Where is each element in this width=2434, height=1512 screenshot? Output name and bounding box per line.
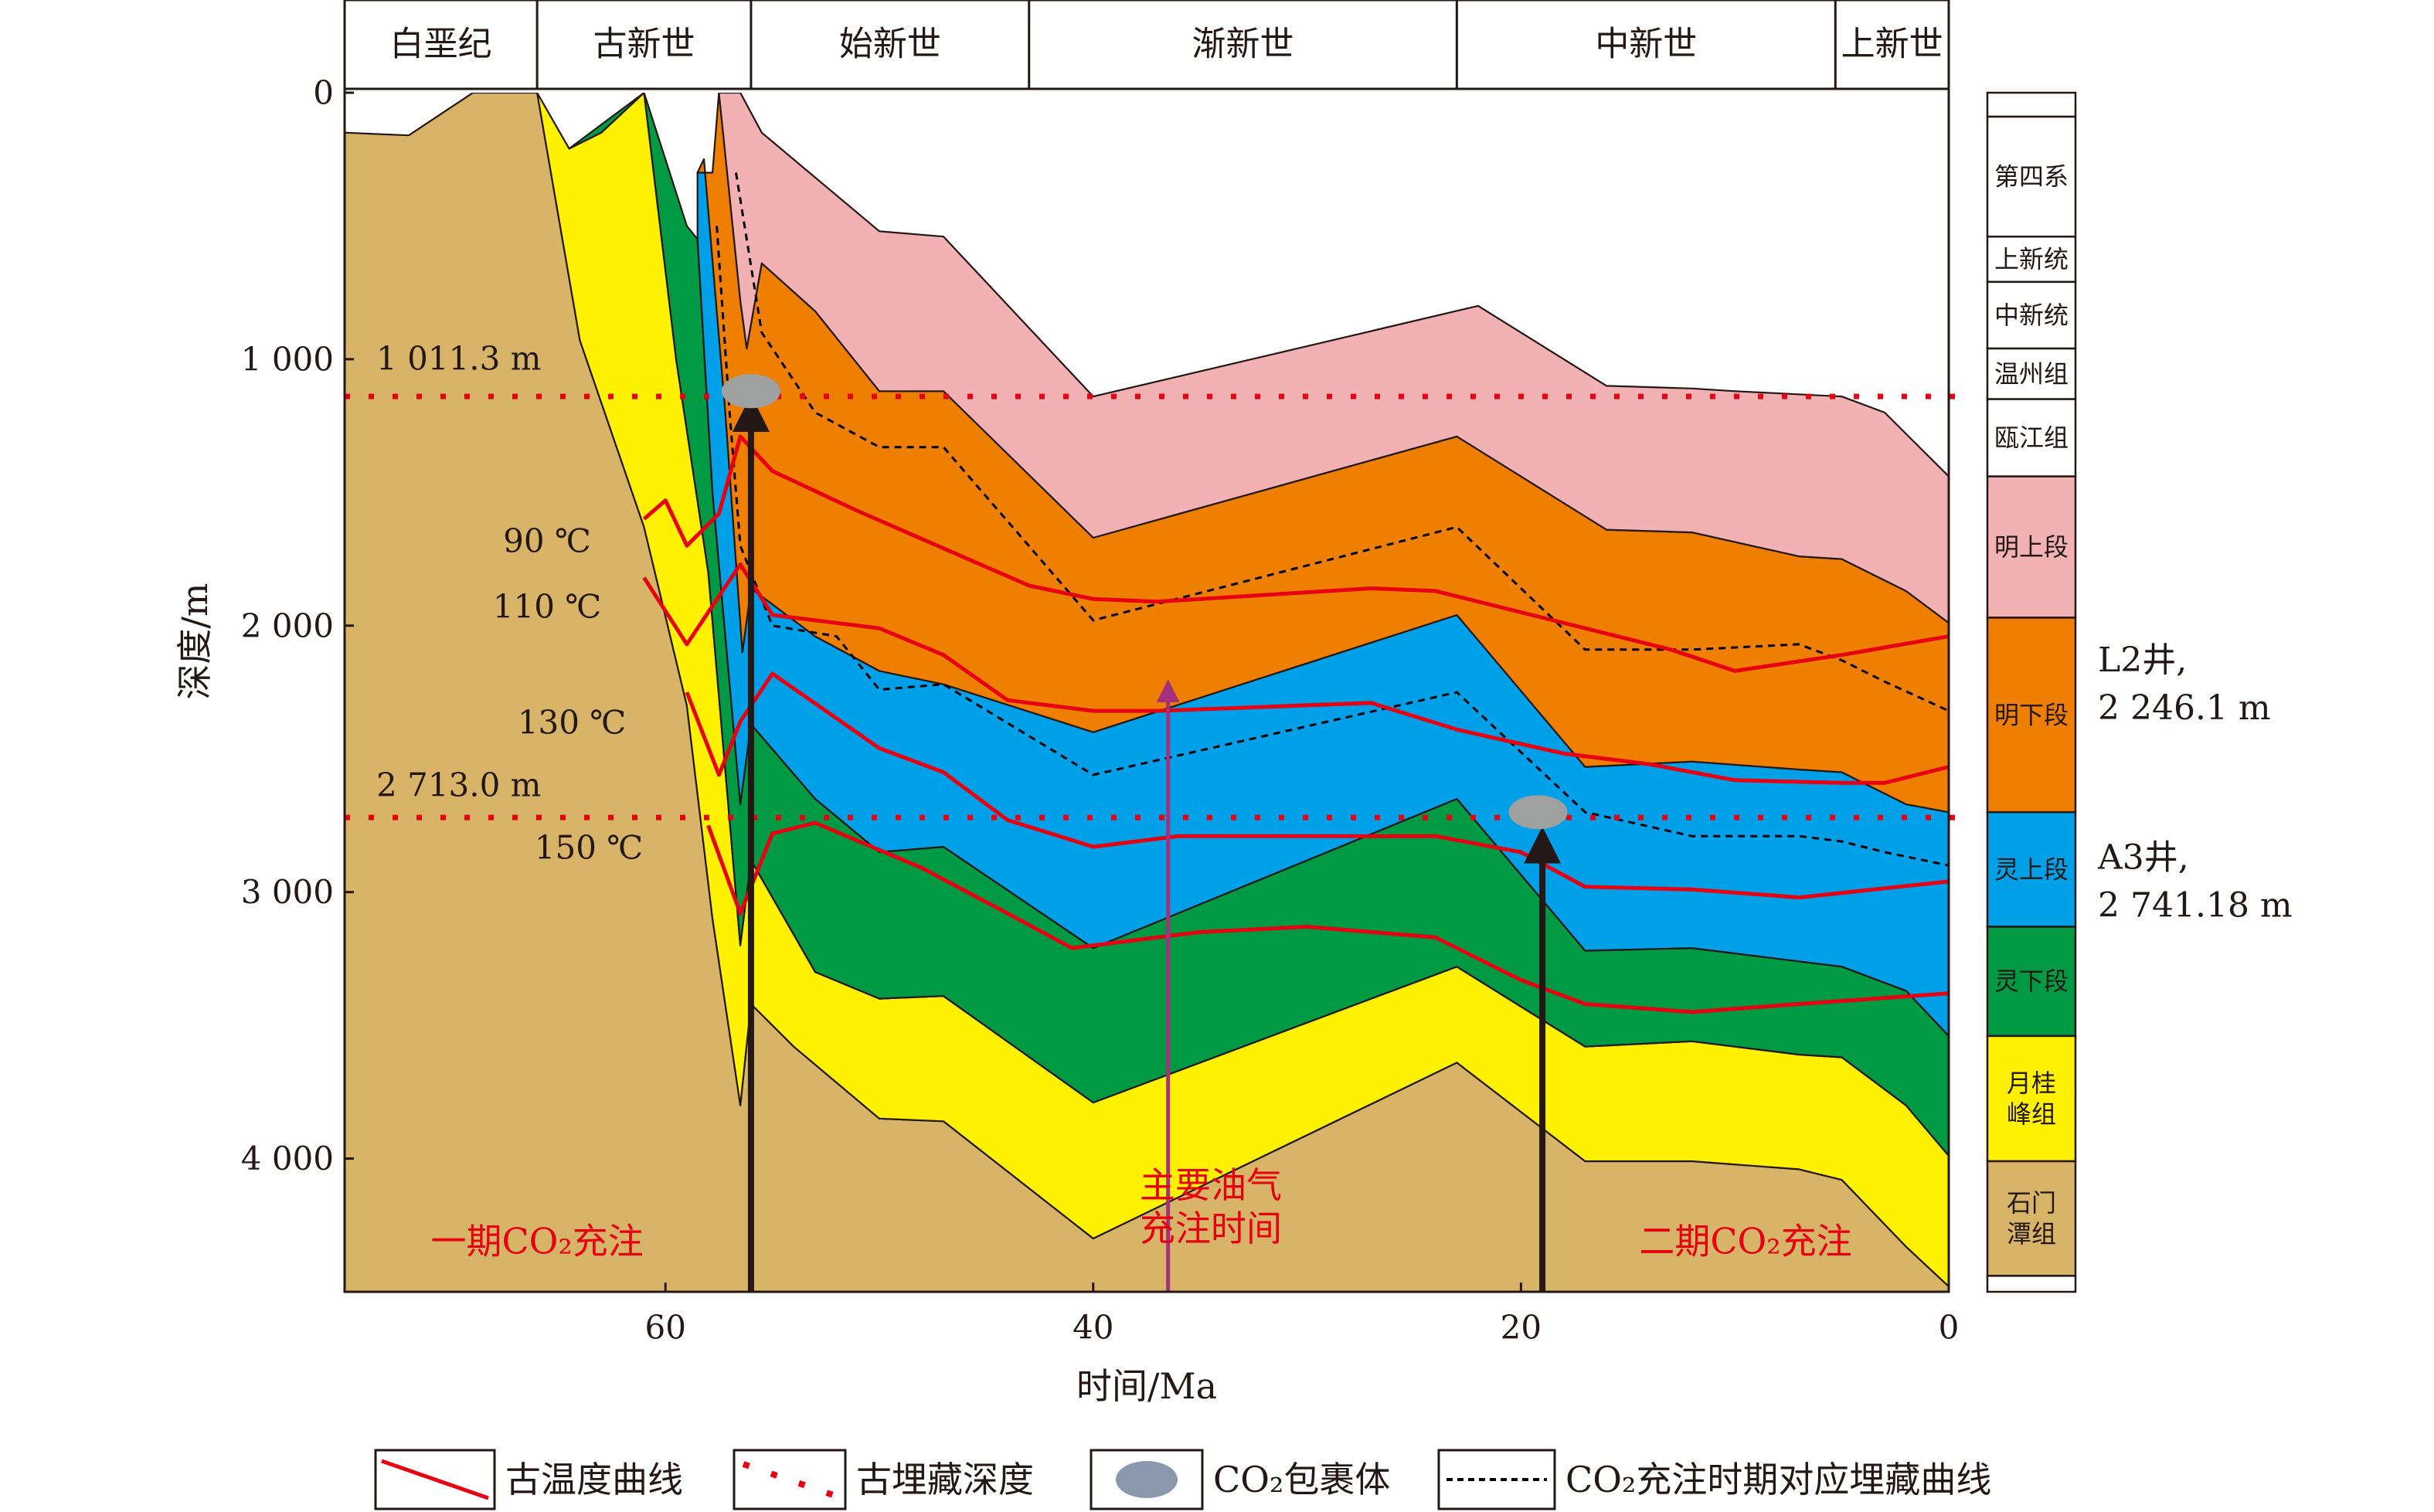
strat-unit-label: 温州组 <box>1994 359 2069 389</box>
layer-6 <box>718 93 1949 624</box>
annotation-label: 一期CO₂充注 <box>430 1220 643 1262</box>
x-tick-label: 0 <box>1939 1309 1960 1347</box>
strat-unit-label: 第四系 <box>1994 162 2069 192</box>
axes: 0 1 000 2 000 3 000 4 000 60 40 20 0 时间/Ma 深度/m <box>174 74 1959 1408</box>
strat-unit-label: 灵下段 <box>1994 967 2069 996</box>
well-label: L2井, <box>2098 640 2187 680</box>
strat-unit <box>1986 91 2077 118</box>
annotation-label: 主要油气 <box>1140 1164 1282 1206</box>
strat-unit-label: 中新统 <box>1994 301 2069 330</box>
epoch-label: 始新世 <box>839 25 941 64</box>
x-tick-label: 40 <box>1073 1309 1113 1347</box>
temp-curve-4 <box>706 821 1949 1014</box>
strat-unit-label: 瓯江组 <box>1994 423 2069 453</box>
temp-curve-2 <box>642 562 1949 785</box>
epoch-label: 古新世 <box>593 25 695 64</box>
burial-depth-label: 1 011.3 m <box>376 340 542 378</box>
temp-curve-1 <box>642 434 1949 673</box>
legend-label: CO₂包裹体 <box>1213 1459 1390 1500</box>
legend-label: 古埋藏深度 <box>856 1459 1034 1500</box>
strat-unit <box>1986 398 2077 477</box>
strat-unit <box>1986 1160 2077 1277</box>
strat-unit-label: 明下段 <box>1994 700 2069 729</box>
well-label: 2 246.1 m <box>2098 688 2271 728</box>
co2-inclusion-1 <box>721 374 780 409</box>
co2-inclusions <box>721 374 1568 830</box>
strat-unit <box>1986 1035 2077 1163</box>
x-tick-label: 20 <box>1501 1309 1542 1347</box>
co2-inclusion-2 <box>1508 795 1568 830</box>
chart-labels: 90 ℃ 110 ℃ 130 ℃ 150 ℃ 1 011.3 m 2 713.0 m 一期C… <box>376 340 2293 1262</box>
well-label: 2 741.18 m <box>2098 885 2293 925</box>
stratigraphic-layers <box>345 93 1949 1292</box>
burial-depth-label: 2 713.0 m <box>376 766 542 804</box>
strat-unit <box>1986 235 2077 284</box>
charge-curve-1 <box>735 172 1949 712</box>
legend-swatch-box <box>733 1449 847 1510</box>
plot-border <box>343 0 1950 1293</box>
epoch-header: 白垩纪 古新世 始新世 渐新世 中新世 上新世 <box>345 0 1949 90</box>
legend-swatch <box>1116 1461 1178 1498</box>
epoch-label: 中新世 <box>1595 25 1697 64</box>
temp-curve-label: 130 ℃ <box>518 704 627 742</box>
legend-label: 古温度曲线 <box>505 1459 683 1500</box>
legend-swatch <box>381 1459 489 1500</box>
plot-frame <box>343 0 1950 1293</box>
epoch-label: 渐新世 <box>1192 25 1294 64</box>
legend-item-burial-depth: 古埋藏深度 <box>733 1449 1034 1510</box>
strat-unit-label: 明上段 <box>1994 532 2069 562</box>
temp-curve-label: 150 ℃ <box>535 829 644 867</box>
strat-unit-label: 石门 <box>2007 1188 2056 1218</box>
x-axis-label: 时间/Ma <box>1076 1365 1217 1407</box>
strat-unit-label: 潭组 <box>2007 1219 2056 1249</box>
strat-unit <box>1986 280 2077 350</box>
epoch-label: 白垩纪 <box>390 25 492 64</box>
strat-unit-label: 月桂 <box>2007 1069 2056 1098</box>
legend-item-charge-curve: CO₂充注时期对应埋藏曲线 <box>1437 1449 1991 1510</box>
legend-item-inclusion: CO₂包裹体 <box>1090 1449 1390 1510</box>
y-axis-label: 深度/m <box>174 583 216 699</box>
strat-unit-label: 峰组 <box>2007 1099 2056 1129</box>
y-tick-label: 3 000 <box>241 873 334 911</box>
charge-arrows <box>732 394 1562 1292</box>
y-tick-label: 4 000 <box>241 1140 334 1177</box>
well-label: A3井, <box>2097 838 2189 877</box>
legend: 古温度曲线 古埋藏深度 CO₂包裹体 CO₂充注时期对应埋藏曲线 <box>374 1449 1991 1510</box>
strat-unit <box>1986 1275 2077 1293</box>
strat-unit <box>1986 115 2077 238</box>
y-tick-label: 0 <box>313 74 334 112</box>
annotation-label: 充注时间 <box>1140 1208 1282 1249</box>
annotation-label: 二期CO₂充注 <box>1639 1220 1851 1262</box>
strat-unit-label: 灵上段 <box>1994 855 2069 884</box>
strat-unit <box>1986 810 2077 928</box>
y-tick-label: 2 000 <box>241 606 334 644</box>
y-tick-label: 1 000 <box>241 340 334 378</box>
legend-item-temp-curve: 古温度曲线 <box>374 1449 683 1510</box>
temp-curve-label: 110 ℃ <box>493 588 602 626</box>
temp-curve-label: 90 ℃ <box>503 522 591 560</box>
legend-label: CO₂充注时期对应埋藏曲线 <box>1565 1459 1991 1500</box>
x-tick-label: 60 <box>644 1309 685 1347</box>
epoch-label: 上新世 <box>1841 25 1943 64</box>
strat-unit-label: 上新统 <box>1994 245 2069 274</box>
strat-unit <box>1986 926 2077 1038</box>
